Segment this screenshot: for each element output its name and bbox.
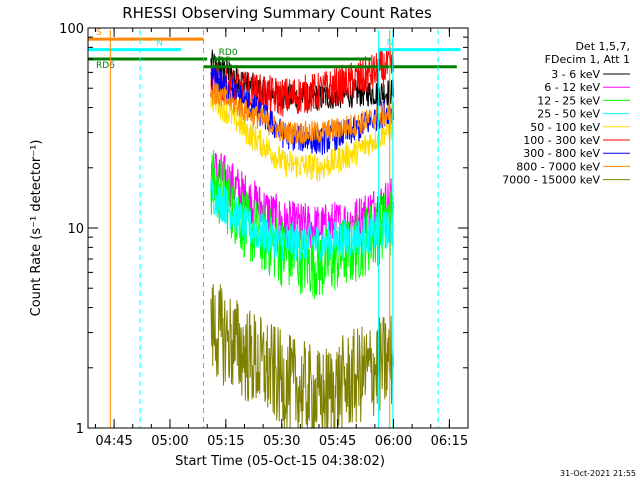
x-tick-label: 05:45 (319, 434, 356, 449)
flag-label-n: N (156, 39, 163, 49)
series-line-25-50-kev (210, 176, 394, 264)
flag-label-s: S (96, 28, 102, 38)
x-tick-label: 06:15 (431, 434, 468, 449)
series-line-12-25-kev (210, 150, 394, 300)
x-tick-label: 06:00 (375, 434, 412, 449)
series-layer (210, 47, 394, 430)
legend-entry-label: 800 - 7000 keV (516, 160, 600, 173)
vertical-markers-layer (109, 30, 439, 428)
flag-label-rd6: RD6 (96, 61, 115, 71)
legend-entry-label: 300 - 800 keV (523, 147, 600, 160)
legend-entry-label: 3 - 6 keV (551, 68, 600, 81)
legend-entry-label: 7000 - 15000 keV (502, 174, 600, 187)
legend-header: Det 1,5,7, (575, 40, 630, 53)
chart-title: RHESSI Observing Summary Count Rates (122, 4, 432, 22)
legend-entry-label: 6 - 12 keV (544, 81, 600, 94)
legend-entry-label: 50 - 100 keV (530, 121, 600, 134)
x-axis: 04:45 05:00 05:15 05:30 05:45 06:00 06:15 (94, 28, 469, 449)
legend-entry-label: 25 - 50 keV (537, 108, 600, 121)
y-tick-label: 100 (59, 22, 84, 37)
legend-entry-label: 12 - 25 keV (537, 94, 600, 107)
x-tick-label: 05:15 (207, 434, 244, 449)
x-axis-label: Start Time (05-Oct-15 04:38:02) (175, 454, 385, 469)
series-line-800-7000-kev (210, 83, 394, 145)
x-tick-label: 04:45 (95, 434, 132, 449)
y-tick-label: 1 (76, 422, 84, 437)
flag-lines-layer: SNNRD0RD6RD6 (88, 28, 461, 71)
y-axis: 1 10 100 (59, 22, 468, 437)
y-tick-label: 10 (67, 222, 84, 237)
legend-entry-label: 100 - 300 keV (523, 134, 600, 147)
x-tick-label: 05:00 (151, 434, 188, 449)
y-axis-label: Count Rate (s⁻¹ detector⁻¹) (29, 140, 44, 317)
flag-label-rd6: RD6 (211, 56, 230, 66)
x-tick-label: 05:30 (263, 434, 300, 449)
legend-header: FDecim 1, Att 1 (545, 53, 630, 66)
flag-label-rd0: RD0 (219, 48, 238, 58)
footer-timestamp: 31-Oct-2021 21:55 (560, 469, 636, 478)
